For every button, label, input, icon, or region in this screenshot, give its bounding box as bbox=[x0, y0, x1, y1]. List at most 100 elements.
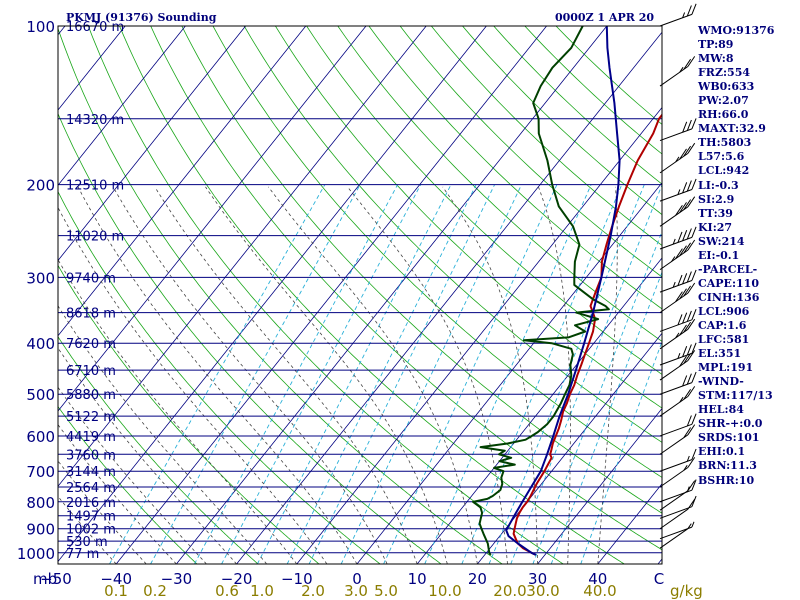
moist-adiabat bbox=[58, 495, 117, 564]
temperature-tick-label: −50 bbox=[40, 570, 72, 588]
mixing-unit-label: g/kg bbox=[670, 582, 703, 600]
wind-barb-flag bbox=[679, 202, 687, 213]
isotherm bbox=[115, 26, 547, 564]
pressure-tick-label: 800 bbox=[26, 494, 55, 512]
wind-barbs bbox=[659, 3, 697, 549]
wind-barb-flag bbox=[683, 242, 692, 254]
wind-barb-staff bbox=[659, 528, 689, 549]
wind-barb-flag bbox=[683, 427, 692, 438]
stat-line: MW:8 bbox=[698, 52, 734, 66]
isotherms bbox=[58, 26, 662, 564]
temperature-tick-label: 0 bbox=[352, 570, 362, 588]
temperature-tick-labels: −50 −40 −30 −20 −10 0 10 20 30 40 C bbox=[40, 570, 664, 588]
wind-barb bbox=[659, 342, 697, 366]
wind-barb bbox=[659, 239, 696, 271]
wind-barb-flag bbox=[679, 288, 687, 300]
wind-barb-flag bbox=[679, 148, 687, 160]
wind-barb-flag bbox=[691, 226, 697, 238]
wind-barb-flag bbox=[682, 346, 688, 357]
dry-adiabat bbox=[58, 27, 503, 564]
stat-line: L57:5.6 bbox=[698, 150, 745, 164]
dry-adiabat bbox=[368, 26, 662, 310]
isotherm bbox=[236, 31, 662, 564]
height-label: 8618 m bbox=[66, 307, 116, 322]
wind-barb-flag bbox=[672, 238, 676, 245]
wind-barb bbox=[659, 480, 696, 511]
wind-barb bbox=[659, 448, 697, 472]
wind-barb-flag bbox=[687, 318, 696, 330]
wind-barb-flag bbox=[691, 448, 697, 460]
pressure-tick-label: 900 bbox=[26, 521, 55, 539]
wind-barb-staff bbox=[659, 128, 693, 142]
temperature-tick-label: −30 bbox=[161, 570, 193, 588]
isotherm bbox=[477, 332, 662, 564]
wind-barb-staff bbox=[659, 13, 693, 27]
mixing-ratio-label: 0.6 bbox=[215, 582, 239, 600]
stat-line: CAP:1.6 bbox=[698, 318, 747, 332]
height-label: 7620 m bbox=[66, 337, 116, 352]
height-label: 1002 m bbox=[66, 523, 116, 538]
height-label: 6710 m bbox=[66, 364, 116, 379]
stat-line: BRN:11.3 bbox=[698, 459, 757, 473]
moist-adiabat bbox=[154, 186, 418, 564]
sounding-profiles bbox=[472, 26, 662, 556]
mixing-ratio-line bbox=[194, 184, 399, 564]
pressure-tick-label: 300 bbox=[26, 269, 55, 287]
mixing-ratio-line bbox=[532, 230, 662, 564]
isotherm bbox=[58, 26, 186, 186]
wind-barb bbox=[659, 350, 696, 381]
wind-barb bbox=[659, 282, 696, 314]
wind-barb bbox=[659, 269, 697, 293]
wind-barb-staff bbox=[659, 508, 689, 530]
chart-title: PKMJ (91376) Sounding bbox=[66, 11, 217, 24]
wind-barb bbox=[659, 457, 696, 488]
wind-barb bbox=[659, 309, 697, 332]
wind-barb-flag bbox=[686, 310, 692, 322]
wind-barb-flag bbox=[686, 228, 692, 240]
wind-barb bbox=[659, 523, 692, 549]
wind-barb-flag bbox=[691, 342, 697, 354]
wind-barb-flag bbox=[682, 12, 686, 18]
wind-barb-flag bbox=[683, 353, 692, 364]
stat-line: LCL:942 bbox=[698, 164, 750, 178]
mixing-ratio-line bbox=[488, 184, 645, 564]
stat-line: CAPE:110 bbox=[698, 276, 759, 290]
height-label: 3144 m bbox=[66, 465, 116, 480]
wind-barb-flag bbox=[682, 182, 688, 194]
height-label: 1497 m bbox=[66, 510, 116, 525]
isotherm bbox=[296, 106, 662, 564]
mixing-ratio-line bbox=[109, 184, 326, 564]
height-label: 3760 m bbox=[66, 448, 116, 463]
wind-barb-flag bbox=[672, 281, 676, 288]
dry-adiabat bbox=[243, 26, 662, 443]
height-labels: 16670 m 14320 m 12510 m 11020 m 9740 m 8618 m… bbox=[66, 20, 124, 562]
wind-barb bbox=[659, 413, 697, 437]
mixing-ratio-label: 5.0 bbox=[374, 582, 398, 600]
wind-barb-staff bbox=[659, 360, 689, 381]
wind-barb-staff bbox=[659, 382, 693, 395]
isotherm bbox=[58, 26, 427, 487]
mixing-ratio-label: 30.0 bbox=[526, 582, 559, 600]
wind-barb bbox=[659, 498, 696, 530]
wind-barb-flag bbox=[682, 312, 688, 324]
wind-barb-flag bbox=[687, 196, 696, 208]
wind-barb-flag bbox=[683, 145, 692, 157]
wind-barb bbox=[659, 386, 696, 417]
wind-barb-flag bbox=[687, 386, 696, 397]
sounding-indices: WMO:91376 TP:89 MW:8 FRZ:554 WB0:633 PW:2.07 R… bbox=[698, 24, 798, 488]
mixing-ratio-line bbox=[340, 184, 522, 564]
wind-barb-flag bbox=[675, 291, 683, 302]
moist-adiabat bbox=[205, 186, 448, 564]
dry-adiabat bbox=[150, 26, 662, 551]
wind-barb-flag bbox=[691, 479, 697, 491]
height-label: 12510 m bbox=[66, 179, 124, 194]
wind-barb-flag bbox=[682, 375, 688, 387]
pressure-tick-labels: 100 200 300 400 500 600 700 800 900 1000 bbox=[17, 18, 55, 563]
stat-line: EI:-0.1 bbox=[698, 248, 740, 262]
plot-frame bbox=[57, 25, 663, 565]
pressure-tick-label: 600 bbox=[26, 428, 55, 446]
stat-line: EHI:0.1 bbox=[698, 445, 746, 459]
wind-barb-flag bbox=[686, 344, 692, 356]
moist-adiabat bbox=[58, 258, 298, 564]
dry-adiabat bbox=[275, 26, 662, 409]
